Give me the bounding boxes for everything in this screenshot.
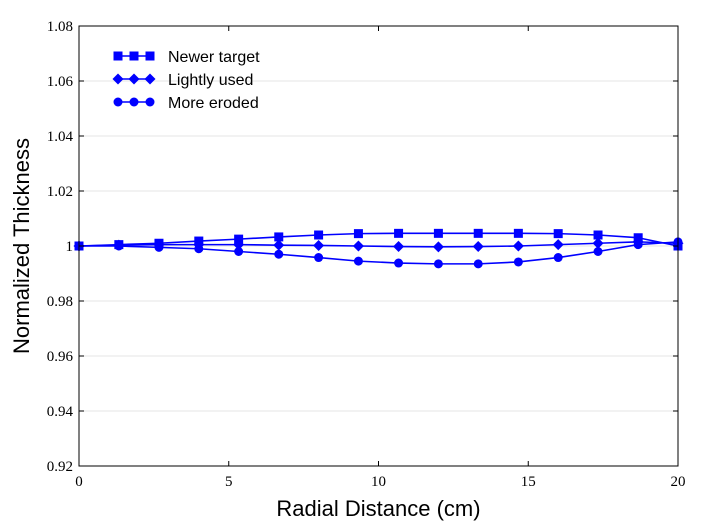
data-point	[472, 241, 484, 253]
data-point	[553, 253, 563, 263]
legend-item-lightly-used: Lightly used	[112, 72, 253, 89]
data-point	[314, 230, 324, 240]
data-point	[512, 240, 524, 252]
y-tick-label: 1.06	[47, 74, 74, 90]
x-tick-label: 15	[521, 474, 536, 490]
data-point	[154, 242, 164, 252]
data-point	[473, 259, 483, 269]
series-layer	[73, 228, 684, 269]
legend-marker	[144, 73, 156, 85]
data-point	[513, 228, 523, 238]
legend-label: More eroded	[168, 95, 259, 112]
data-point	[593, 230, 603, 240]
legend-marker	[145, 97, 155, 107]
x-tick-label: 5	[225, 474, 233, 490]
legend-marker	[112, 73, 124, 85]
data-point	[274, 232, 284, 242]
legend-label: Lightly used	[168, 72, 253, 89]
y-tick-label: 0.96	[47, 349, 74, 365]
legend: Newer target Lightly used More eroded	[112, 49, 260, 112]
x-tick-label: 20	[671, 474, 686, 490]
data-point	[394, 258, 404, 268]
series-lightly-used	[73, 236, 684, 253]
data-point	[234, 247, 244, 256]
legend-marker	[145, 51, 155, 61]
legend-marker	[129, 97, 139, 107]
data-point	[513, 257, 523, 267]
data-point	[273, 239, 285, 251]
data-point	[592, 237, 604, 249]
series-line	[79, 241, 679, 265]
data-point	[233, 239, 245, 251]
legend-marker	[113, 51, 123, 61]
data-point	[194, 244, 204, 254]
series-line	[78, 232, 679, 247]
data-point	[114, 241, 124, 251]
data-point	[633, 240, 643, 250]
legend-marker	[113, 97, 123, 107]
legend-item-more-eroded: More eroded	[113, 95, 259, 112]
y-tick-label: 0.98	[47, 294, 73, 310]
data-point	[552, 239, 564, 251]
legend-marker	[129, 51, 139, 61]
series-line	[78, 241, 679, 248]
data-point	[394, 228, 404, 238]
data-point	[353, 229, 363, 239]
y-tick-label: 1	[66, 239, 74, 255]
x-tick-label: 10	[371, 474, 386, 490]
legend-label: Newer target	[168, 49, 260, 66]
legend-marker	[128, 73, 140, 85]
axis-ticks: 0.92 0.94 0.96 0.98 1 1.02 1.04 1.06 1.08 0 5 10 15 2…	[47, 19, 686, 490]
data-point	[432, 241, 444, 253]
y-axis-title: Normalized Thickness	[9, 138, 34, 354]
y-tick-label: 1.08	[47, 19, 73, 35]
data-point	[353, 256, 363, 266]
data-point	[352, 240, 364, 252]
data-point	[393, 241, 405, 253]
x-tick-label: 0	[75, 474, 83, 490]
y-tick-label: 0.94	[47, 404, 74, 420]
y-tick-label: 1.02	[47, 184, 73, 200]
data-point	[553, 229, 563, 239]
y-tick-label: 1.04	[47, 129, 74, 145]
data-point	[473, 228, 483, 238]
legend-item-newer-target: Newer target	[113, 49, 260, 66]
gridlines	[79, 80, 678, 412]
x-axis-title: Radial Distance (cm)	[276, 496, 480, 521]
data-point	[313, 239, 325, 251]
data-point	[433, 228, 443, 238]
data-point	[274, 249, 284, 259]
data-point	[314, 253, 324, 263]
series-more-eroded	[74, 237, 683, 269]
y-tick-label: 0.92	[47, 459, 73, 475]
data-point	[433, 259, 443, 269]
data-point	[593, 247, 603, 256]
